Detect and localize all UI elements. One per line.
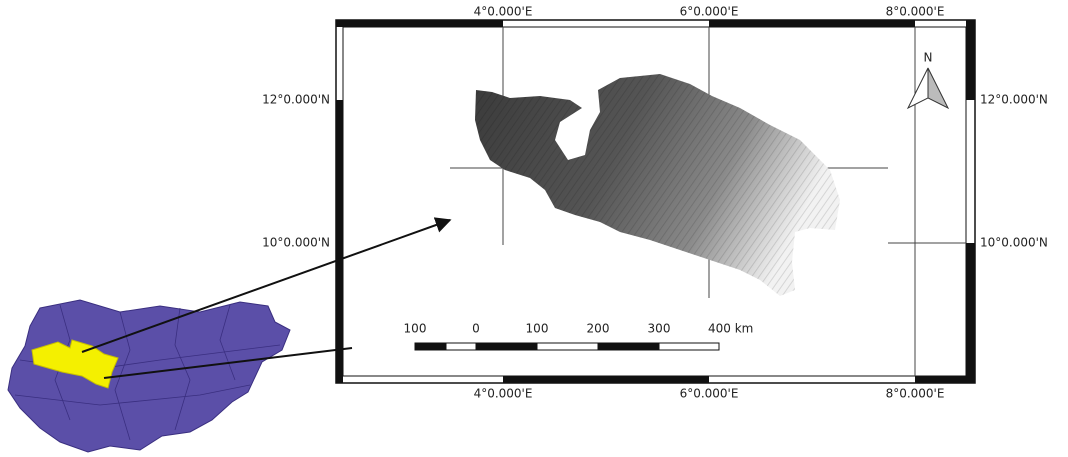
bottom-label: 6°0.000'E — [680, 387, 739, 401]
scale-label: 0 — [472, 322, 480, 336]
right-label: 12°0.000'N — [980, 93, 1048, 107]
dem-texture — [475, 74, 840, 296]
nigeria-map — [8, 300, 290, 452]
right-label: 10°0.000'N — [980, 236, 1048, 250]
top-label: 6°0.000'E — [680, 5, 739, 19]
left-label: 12°0.000'N — [262, 93, 330, 107]
scale-label: 200 — [587, 322, 610, 336]
left-label: 10°0.000'N — [262, 236, 330, 250]
scale-label: 100 — [526, 322, 549, 336]
scale-bar — [415, 343, 719, 350]
top-label: 8°0.000'E — [886, 5, 945, 19]
scale-label: 100 — [404, 322, 427, 336]
scale-label: 400 km — [708, 322, 753, 336]
scale-label: 300 — [648, 322, 671, 336]
bottom-label: 8°0.000'E — [886, 387, 945, 401]
top-label: 4°0.000'E — [474, 5, 533, 19]
north-label: N — [924, 51, 933, 65]
north-arrow: N — [908, 51, 948, 109]
figure: N 100 0 100 200 300 400 km 4°0.000'E 6°0.000'… — [0, 0, 1068, 457]
bottom-label: 4°0.000'E — [474, 387, 533, 401]
